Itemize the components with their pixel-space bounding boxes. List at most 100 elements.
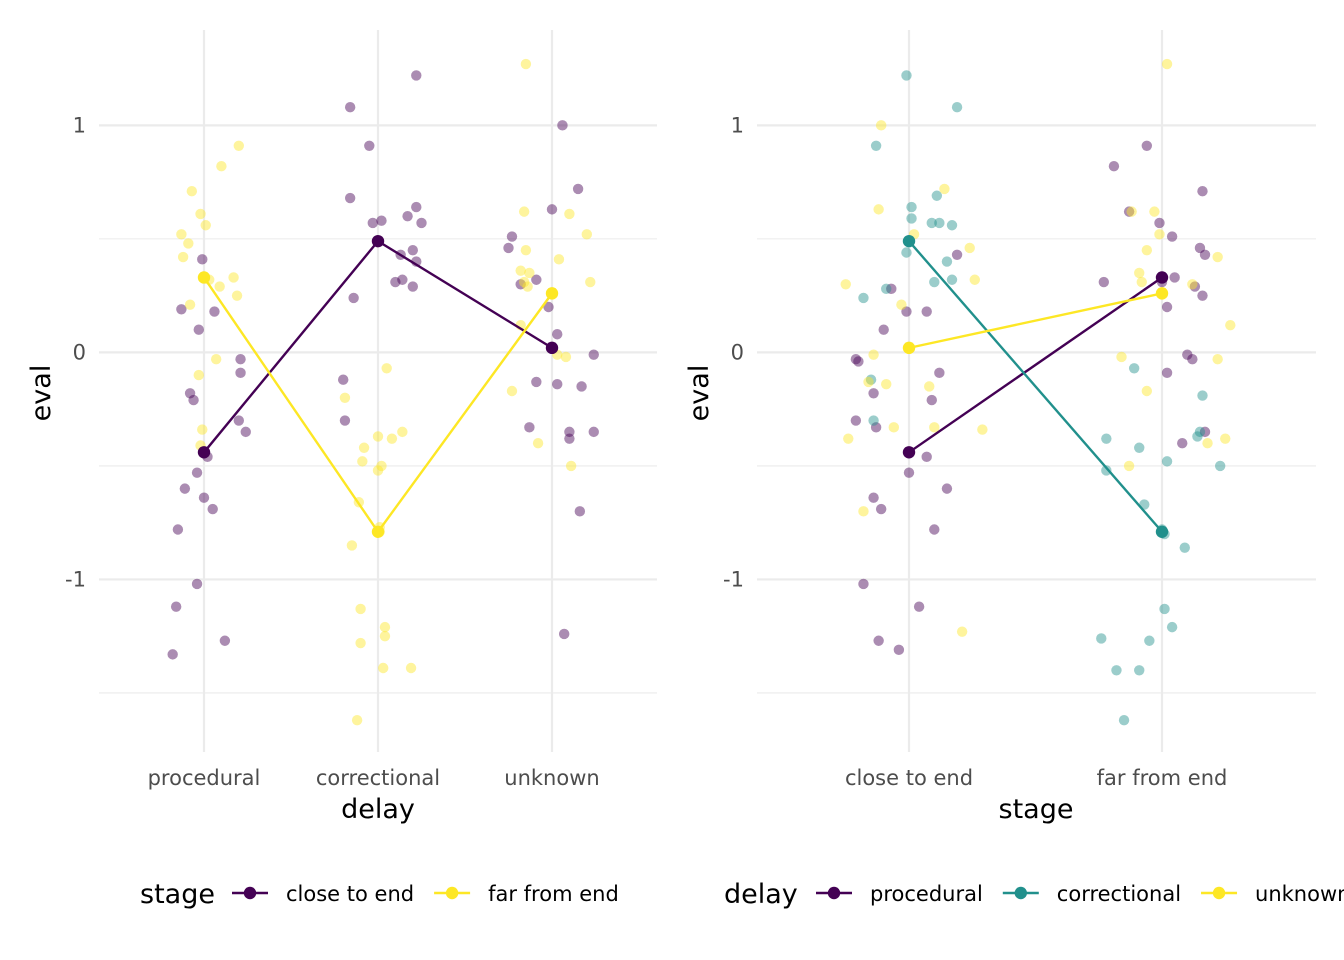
legend-key-point [445, 886, 459, 900]
data-point [170, 601, 182, 612]
data-point [338, 374, 349, 385]
data-point [1116, 351, 1127, 363]
data-point [546, 204, 558, 215]
x-tick-label: correctional [316, 766, 440, 790]
data-point [219, 635, 231, 646]
data-point [850, 354, 862, 365]
data-point [179, 483, 191, 494]
mean-line [908, 292, 1163, 350]
data-point [531, 376, 542, 388]
data-point [1123, 460, 1135, 472]
data-point [506, 385, 518, 397]
legend-title: stage [140, 879, 215, 910]
data-point [195, 208, 206, 220]
data-point [1101, 465, 1112, 476]
data-point [524, 267, 535, 279]
y-axis-title: eval [684, 365, 715, 422]
gridlines [757, 30, 1316, 752]
mean-lines [197, 234, 559, 538]
legend-title: delay [724, 879, 798, 910]
mean-point [1155, 287, 1169, 300]
y-tick-labels: -1 0 1 [723, 113, 744, 591]
legend-key-point [243, 886, 257, 900]
data-point [1134, 665, 1145, 676]
data-point [1197, 390, 1208, 401]
data-point [186, 186, 198, 197]
data-point [1123, 206, 1135, 217]
data-point [1141, 140, 1153, 151]
data-point [1101, 433, 1112, 444]
legend-items: close to end far from end [232, 882, 619, 906]
data-point [515, 265, 526, 276]
legend-label: unknown [1255, 882, 1344, 906]
data-point [1199, 249, 1211, 260]
legend-key-point [1014, 886, 1027, 900]
data-point [906, 213, 917, 224]
x-axis-title: delay [341, 794, 415, 825]
y-tick-label: 1 [731, 113, 744, 137]
data-point [564, 426, 575, 438]
data-point [873, 204, 884, 215]
data-point [875, 503, 887, 515]
data-point [1154, 229, 1165, 240]
data-point [532, 438, 544, 449]
data-point [184, 388, 196, 399]
data-point [1212, 354, 1223, 365]
data-point [1111, 665, 1122, 676]
data-point [1179, 542, 1190, 553]
x-tick-labels: close to end far from end [845, 766, 1227, 790]
data-point [901, 306, 912, 317]
data-point [1134, 267, 1145, 279]
data-point [209, 306, 220, 317]
data-point [355, 603, 366, 615]
data-point [964, 242, 975, 254]
data-point [552, 378, 563, 390]
data-point [924, 381, 935, 392]
data-point [402, 210, 413, 222]
data-point [372, 465, 384, 476]
legend-key-point [827, 886, 841, 900]
data-point [191, 578, 203, 590]
data-point [921, 451, 932, 463]
data-point [1194, 426, 1206, 438]
mean-point [197, 446, 211, 459]
data-point [233, 415, 244, 426]
mean-point [902, 341, 916, 355]
data-point [1214, 460, 1226, 472]
data-point [946, 220, 958, 231]
data-point [913, 601, 925, 612]
data-point [1177, 438, 1188, 449]
data-point [941, 256, 953, 267]
data-point [1126, 206, 1137, 217]
legend-label: procedural [870, 882, 983, 906]
x-axis-title: stage [999, 794, 1074, 825]
data-point [881, 378, 892, 390]
data-point [176, 304, 187, 315]
data-point [977, 424, 988, 435]
data-point [865, 374, 877, 385]
legend-key-point [1212, 886, 1226, 900]
data-point [197, 424, 208, 435]
data-points [840, 58, 1236, 726]
data-point [881, 283, 892, 295]
data-point [868, 388, 879, 399]
data-point [176, 229, 187, 240]
data-point [886, 283, 897, 295]
data-point [235, 367, 246, 379]
data-point [560, 351, 572, 363]
mean-point [902, 234, 916, 248]
data-point [506, 231, 518, 242]
data-point [1161, 367, 1173, 379]
data-point [951, 101, 963, 113]
data-point [1098, 276, 1110, 288]
x-tick-label: far from end [1097, 766, 1228, 790]
data-point [193, 369, 204, 381]
data-point [358, 442, 370, 453]
data-point [372, 431, 384, 442]
data-point [210, 354, 222, 365]
data-point [191, 467, 203, 478]
data-point [853, 356, 864, 367]
data-point [901, 70, 912, 81]
data-point [588, 426, 599, 438]
